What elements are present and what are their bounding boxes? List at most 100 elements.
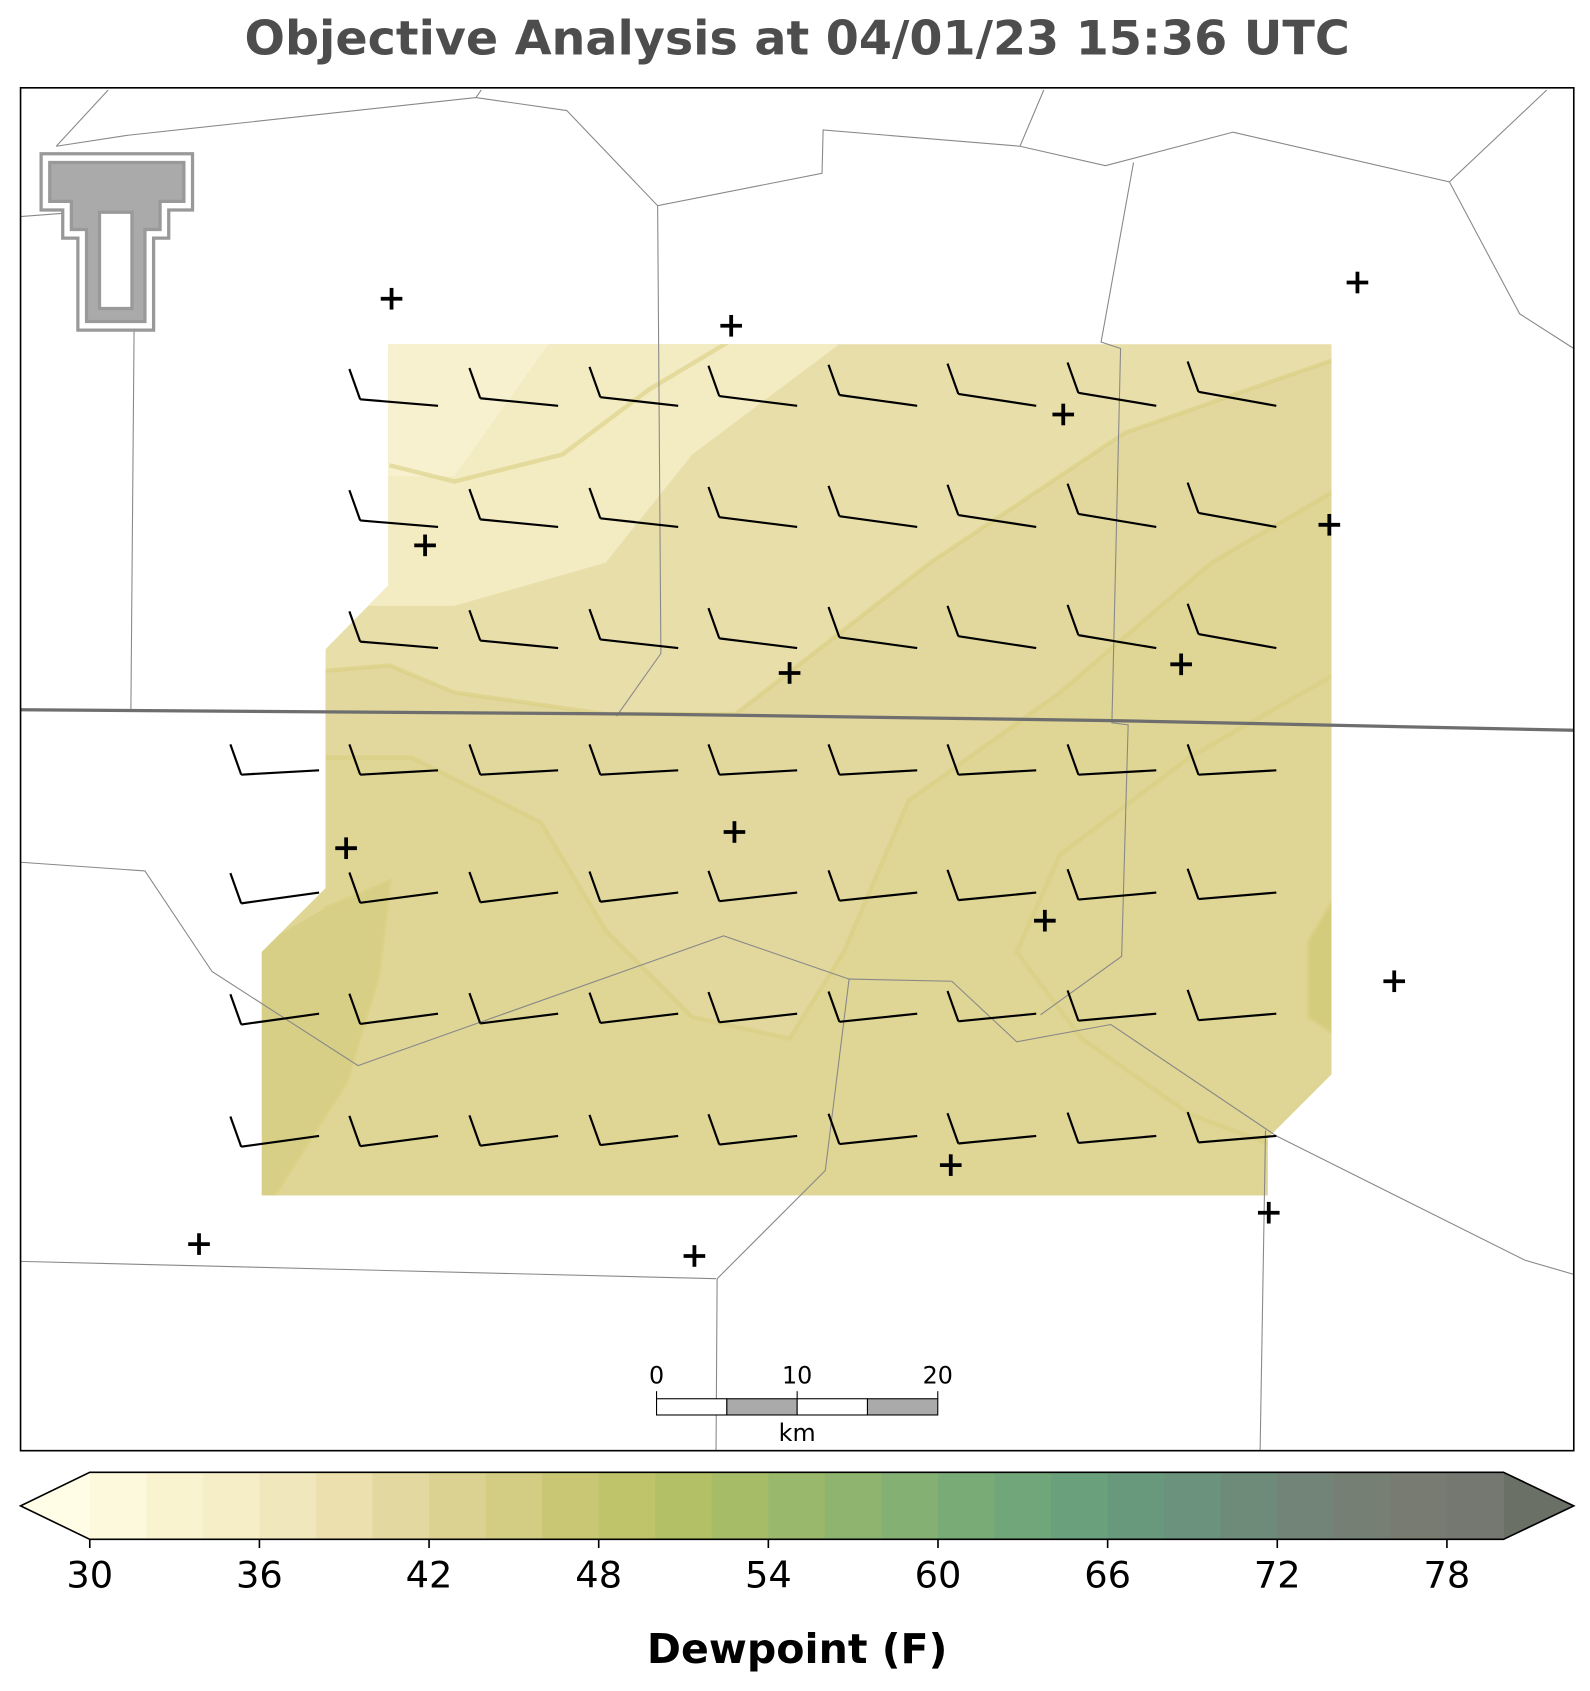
barb-staff xyxy=(839,1134,918,1146)
barb-staff xyxy=(839,636,918,650)
scale-segment xyxy=(796,1398,869,1416)
colorbar-bin xyxy=(89,1472,147,1540)
barb-flag xyxy=(588,992,602,1024)
barb-flag xyxy=(707,607,721,639)
barb-staff xyxy=(958,1012,1037,1023)
barb-staff xyxy=(480,769,559,776)
logo xyxy=(39,152,195,332)
map-frame xyxy=(19,87,1575,1452)
colorbar-tick-label: 48 xyxy=(575,1554,622,1597)
county-lines xyxy=(20,89,1575,1451)
colorbar-bin xyxy=(881,1472,939,1540)
barb-flag xyxy=(707,486,721,518)
scale-tick-label: 20 xyxy=(923,1362,953,1390)
colorbar-tick-label: 42 xyxy=(406,1554,453,1597)
barb-flag xyxy=(827,1113,841,1145)
colorbar-tick-label: 30 xyxy=(66,1554,113,1597)
barb-flag xyxy=(468,992,482,1024)
colorbar-bin xyxy=(598,1472,656,1540)
contour xyxy=(388,344,759,484)
barb-staff xyxy=(958,392,1037,407)
barb-flag xyxy=(588,871,602,903)
dewpoint-field xyxy=(261,344,1332,1196)
field-lightest xyxy=(367,344,563,477)
stations xyxy=(188,271,1406,1267)
barb-staff xyxy=(600,1134,679,1147)
barb-staff xyxy=(360,1134,439,1148)
barb-staff xyxy=(480,1012,559,1025)
barb-flag xyxy=(946,484,960,516)
barb-flag xyxy=(588,1114,602,1146)
barb-staff xyxy=(719,637,798,650)
barb-staff xyxy=(719,516,798,529)
barb-flag xyxy=(588,744,602,776)
barb-flag xyxy=(707,870,721,902)
barb-staff xyxy=(1078,1134,1157,1145)
barb-flag xyxy=(229,1116,243,1148)
colorbar-tick-label: 72 xyxy=(1254,1554,1301,1597)
barb-staff xyxy=(1198,390,1277,407)
scale-tick-label: 0 xyxy=(649,1362,664,1390)
field-darker xyxy=(261,881,390,1196)
barb-flag xyxy=(946,990,960,1022)
barb-flag xyxy=(1186,361,1200,393)
county-line xyxy=(1019,89,1045,147)
colorbar-bin xyxy=(1051,1472,1109,1540)
county-line xyxy=(20,861,1574,1275)
county-line xyxy=(20,1260,717,1280)
county-line xyxy=(130,324,135,712)
colorbar-tick-label: 60 xyxy=(915,1554,962,1597)
barb-staff xyxy=(839,515,918,529)
barb-flag xyxy=(1186,603,1200,635)
barb-staff xyxy=(480,518,559,529)
barb-flag xyxy=(348,610,362,642)
scale-unit: km xyxy=(779,1419,816,1447)
scale-segment xyxy=(656,1398,728,1416)
county-line xyxy=(715,979,850,1451)
barb-flag xyxy=(707,365,721,397)
title: Objective Analysis at 04/01/23 15:36 UTC xyxy=(245,11,1350,66)
colorbar-bin xyxy=(994,1472,1052,1540)
barb-flag xyxy=(707,744,721,776)
contours xyxy=(268,344,1332,1196)
barb-staff xyxy=(600,1012,679,1024)
barb-staff xyxy=(958,513,1037,529)
barb-flag xyxy=(946,1112,960,1144)
contour xyxy=(324,485,1332,1042)
barb-staff xyxy=(1078,391,1157,407)
barb-flag xyxy=(946,869,960,901)
barb-staff xyxy=(241,1012,320,1026)
barb-staff xyxy=(958,769,1037,776)
barb-staff xyxy=(1198,769,1277,776)
barb-flag xyxy=(588,487,602,519)
barb-flag xyxy=(1066,744,1080,776)
barb-flag xyxy=(1186,868,1200,900)
state-line xyxy=(20,708,1574,732)
barb-staff xyxy=(360,1012,439,1026)
barb-flag xyxy=(588,366,602,398)
barb-staff xyxy=(600,396,679,407)
barb-flag xyxy=(946,363,960,395)
barb-flag xyxy=(1066,868,1080,900)
scale-tick-label: 10 xyxy=(782,1362,812,1390)
colorbar-bin xyxy=(655,1472,713,1540)
county-line xyxy=(56,89,1548,207)
barb-staff xyxy=(480,639,559,650)
colorbar-over xyxy=(1503,1472,1574,1540)
barb-flag xyxy=(1186,1111,1200,1143)
barb-staff xyxy=(1198,891,1277,901)
barb-flag xyxy=(827,870,841,902)
barb-flag xyxy=(707,1113,721,1145)
barb-staff xyxy=(719,891,798,903)
barb-flag xyxy=(1066,1112,1080,1144)
barb-staff xyxy=(360,769,439,776)
colorbar-bin xyxy=(1107,1472,1165,1540)
colorbar-under xyxy=(20,1472,90,1540)
barb-staff xyxy=(719,769,798,776)
barb-flag xyxy=(827,744,841,776)
barb-staff xyxy=(1078,634,1157,650)
barb-staff xyxy=(1078,769,1157,776)
colorbar-bin xyxy=(937,1472,996,1540)
barb-flag xyxy=(348,744,362,776)
barb-staff xyxy=(600,638,679,650)
